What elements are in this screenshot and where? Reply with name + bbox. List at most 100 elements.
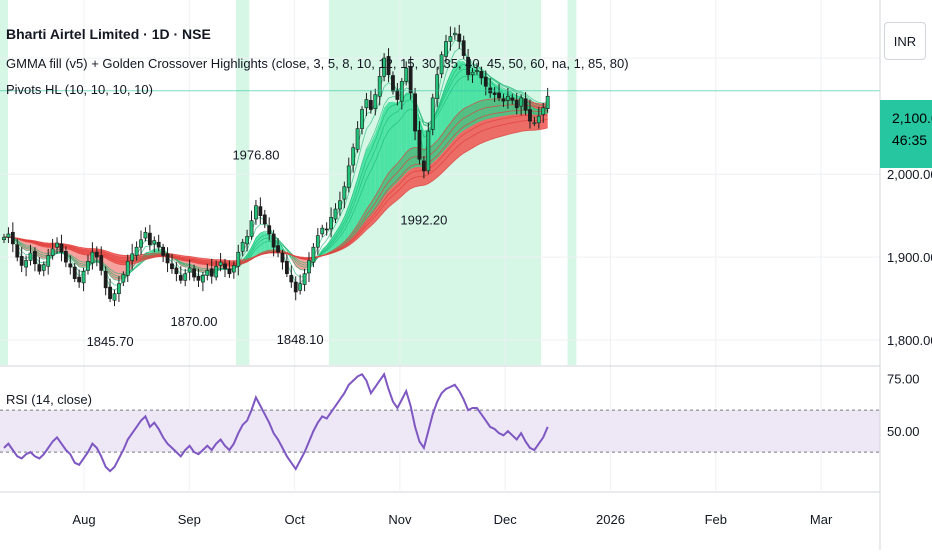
- candle-body: [94, 251, 99, 258]
- candle-body: [519, 97, 524, 107]
- highlight-zone-0: [236, 0, 250, 365]
- long-ema-line-40: [3, 109, 548, 265]
- candle-body: [435, 74, 440, 100]
- candle-body: [28, 252, 33, 261]
- candle-body: [236, 251, 241, 267]
- gmma-indicator-label[interactable]: GMMA fill (v5) + Golden Crossover Highli…: [6, 56, 629, 71]
- gmma-fill-segment: [441, 83, 446, 154]
- candle-body: [280, 252, 285, 263]
- candle-body: [121, 274, 126, 283]
- short-ema-line-12: [3, 68, 548, 277]
- candle-body: [46, 255, 51, 267]
- candle-body: [258, 206, 263, 216]
- rsi-indicator-label[interactable]: RSI (14, close): [6, 392, 92, 407]
- candle-body: [514, 100, 519, 109]
- candle-body: [271, 233, 276, 248]
- candle-body: [156, 241, 161, 248]
- candle-body: [391, 75, 395, 92]
- candle-body: [444, 41, 448, 57]
- candle-body: [139, 239, 143, 248]
- gmma-fill-segment: [437, 95, 442, 159]
- gmma-fill-segment: [379, 107, 385, 204]
- candle-body: [342, 186, 347, 200]
- candle-body: [81, 270, 86, 284]
- candle-body: [165, 253, 170, 264]
- highlight-zone-2: [567, 0, 577, 365]
- pivot-label-4: 1870.00: [171, 314, 218, 329]
- time-tick-label: 2026: [596, 512, 625, 527]
- candle-body: [276, 245, 280, 253]
- pivot-label-1: 1976.80: [232, 147, 279, 162]
- candle-body: [421, 160, 426, 172]
- candle-body: [99, 255, 104, 271]
- candle-body: [466, 56, 471, 75]
- candle-body: [510, 97, 515, 101]
- candle-body: [492, 92, 497, 95]
- candle-body: [63, 251, 68, 263]
- candle-body: [223, 263, 227, 270]
- candle-body: [338, 200, 342, 210]
- candle-body: [267, 225, 272, 235]
- candle-body: [245, 236, 250, 245]
- short-ema-line-3: [3, 39, 549, 291]
- candle-body: [333, 208, 338, 220]
- candle-body: [298, 283, 303, 291]
- long-ema-line-60: [3, 127, 548, 262]
- candle-body: [320, 227, 325, 235]
- price-tick-label: 2,000.00: [887, 167, 932, 182]
- symbol-title[interactable]: Bharti Airtel Limited · 1D · NSE: [6, 26, 211, 42]
- candle-body: [41, 264, 46, 271]
- candle-body: [324, 228, 329, 231]
- pivots-indicator-label[interactable]: Pivots HL (10, 10, 10, 10): [6, 82, 153, 97]
- currency-selector[interactable]: INR: [884, 22, 926, 60]
- candle-body: [50, 248, 55, 256]
- time-tick-label: Aug: [72, 512, 95, 527]
- candle-body: [178, 275, 183, 281]
- candle-body: [37, 264, 42, 272]
- candle-body: [439, 54, 444, 75]
- gmma-fill-segment: [406, 92, 411, 173]
- golden-crossover-highlights: [0, 0, 577, 365]
- candle-body: [417, 129, 422, 160]
- candle-body: [483, 76, 488, 87]
- candle-body: [174, 267, 179, 275]
- candle-body: [10, 231, 15, 245]
- long-ema-line-35: [3, 104, 548, 266]
- candle-body: [430, 97, 435, 130]
- gmma-fill-segment: [392, 101, 398, 187]
- candles: [0, 24, 880, 307]
- candle-body: [536, 115, 541, 124]
- candle-body: [201, 275, 205, 283]
- candle-body: [6, 233, 11, 238]
- candle-body: [377, 76, 382, 97]
- candle-body: [315, 235, 320, 248]
- candle-body: [284, 261, 289, 275]
- candle-body: [214, 265, 219, 278]
- rsi-line: [3, 372, 549, 473]
- candle-body: [19, 256, 24, 266]
- candle-body: [125, 261, 130, 276]
- rsi-tick-label: 50.00: [887, 424, 920, 439]
- candle-body: [329, 217, 333, 230]
- highlight-zone-edge: [0, 0, 8, 365]
- candle-body: [386, 56, 391, 75]
- time-tick-label: Sep: [178, 512, 201, 527]
- short-ema-line-15: [3, 74, 548, 275]
- candle-body: [382, 57, 387, 77]
- candle-body: [134, 246, 139, 256]
- candle-body: [408, 66, 413, 94]
- last-price-badge: 2,100.60 46:35: [880, 100, 932, 168]
- candle-body: [364, 99, 369, 109]
- candle-body: [108, 286, 112, 299]
- candle-body: [218, 261, 223, 266]
- candle-body: [470, 71, 475, 75]
- candle-body: [143, 231, 148, 239]
- candle-body: [497, 92, 501, 99]
- candle-body: [461, 40, 466, 56]
- candle-body: [448, 36, 453, 42]
- candle-body: [161, 246, 166, 256]
- candle-body: [523, 98, 528, 111]
